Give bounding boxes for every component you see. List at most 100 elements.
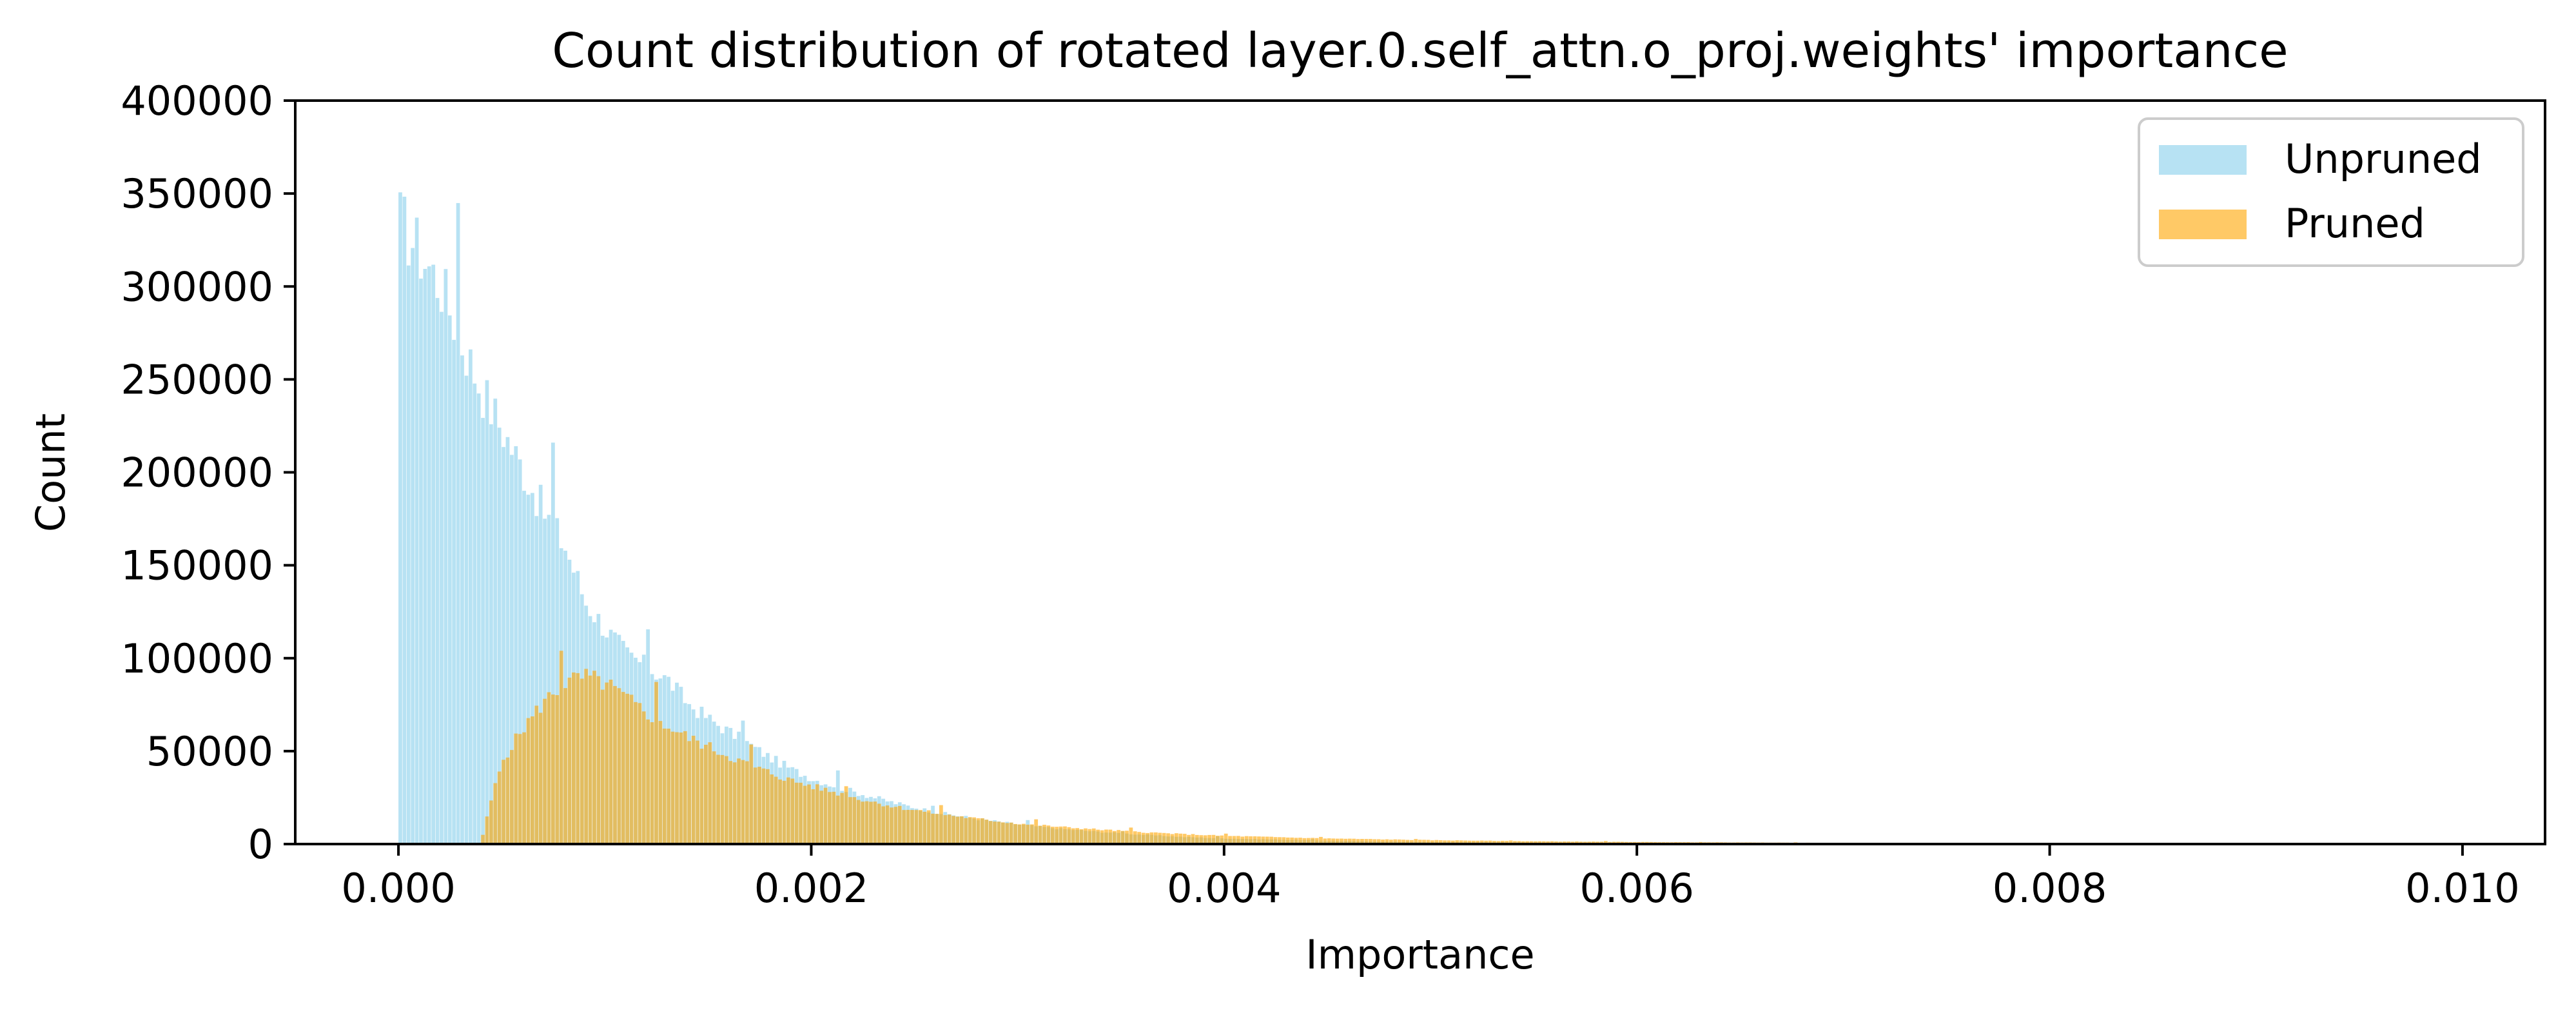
unpruned-bar [481, 418, 485, 844]
pruned-bar [861, 802, 865, 844]
pruned-bar [1001, 822, 1005, 844]
unpruned-bar [547, 515, 551, 844]
pruned-bar [1505, 841, 1509, 844]
pruned-bar [1022, 823, 1026, 844]
pruned-bar [1463, 840, 1467, 844]
pruned-bar [1050, 827, 1055, 844]
unpruned-bar [460, 355, 464, 844]
pruned-bar [737, 758, 741, 844]
pruned-bar [720, 754, 725, 844]
pruned-bar [1529, 841, 1534, 844]
pruned-bar [1224, 833, 1228, 844]
unpruned-bar [427, 266, 431, 845]
pruned-bar [1517, 841, 1521, 844]
pruned-bar [741, 760, 745, 844]
pruned-bar [559, 651, 563, 844]
pruned-bar [625, 693, 630, 844]
unpruned-bar [469, 349, 473, 844]
pruned-bar [1364, 839, 1369, 844]
pruned-bar [1335, 838, 1340, 844]
pruned-bar [1120, 831, 1125, 844]
pruned-bar [770, 774, 774, 844]
pruned-bar [1175, 833, 1178, 844]
unpruned-bar [555, 518, 560, 844]
pruned-bar [869, 802, 873, 844]
pruned-bar [1278, 837, 1282, 844]
plot-area [294, 99, 2546, 845]
pruned-bar [670, 731, 675, 844]
unpruned-bar [415, 217, 419, 844]
pruned-bar [691, 736, 696, 844]
pruned-bar [1017, 824, 1022, 844]
pruned-bar [1203, 835, 1207, 844]
pruned-bar [1500, 840, 1505, 844]
pruned-bar [699, 749, 704, 844]
unpruned-bar [456, 202, 460, 844]
pruned-bar [1055, 827, 1059, 844]
pruned-bar [1369, 839, 1372, 844]
pruned-bar [782, 780, 786, 844]
pruned-bar [1117, 830, 1121, 844]
pruned-bar [1410, 840, 1414, 844]
pruned-bar [1397, 839, 1401, 844]
pruned-bar [1191, 834, 1195, 844]
pruned-bar [761, 768, 766, 844]
unpruned-bar [476, 393, 481, 844]
pruned-bar [696, 740, 699, 844]
legend-swatch-unpruned [2159, 145, 2247, 175]
pruned-bar [555, 695, 560, 844]
unpruned-bar [543, 518, 547, 844]
pruned-bar [675, 732, 679, 844]
pruned-bar [518, 734, 522, 844]
pruned-bar [1079, 829, 1084, 844]
pruned-bar [745, 761, 749, 844]
pruned-bar [712, 751, 716, 844]
pruned-bar [873, 802, 877, 844]
pruned-bar [914, 810, 919, 844]
pruned-bar [799, 782, 803, 844]
pruned-bar [1029, 824, 1034, 844]
pruned-bar [1472, 840, 1476, 844]
pruned-bar [621, 692, 625, 844]
pruned-bar [931, 813, 935, 844]
pruned-bar [919, 810, 922, 844]
y-tick-label: 300000 [121, 263, 273, 310]
pruned-bar [567, 677, 572, 844]
pruned-bar [1129, 827, 1133, 844]
pruned-bar [993, 821, 997, 844]
pruned-bar [1199, 835, 1204, 844]
unpruned-bar [485, 380, 489, 844]
pruned-bar [972, 817, 976, 844]
pruned-bar [1269, 836, 1274, 844]
unpruned-bar [534, 516, 539, 844]
pruned-bar [1108, 829, 1113, 844]
pruned-bar [828, 792, 832, 844]
pruned-bar [1265, 836, 1269, 844]
y-tick-label: 350000 [121, 170, 273, 217]
pruned-bar [1459, 840, 1463, 844]
pruned-bar [600, 689, 605, 844]
unpruned-bar [452, 340, 456, 844]
pruned-bar [976, 818, 981, 844]
pruned-bar [1352, 838, 1356, 844]
pruned-bar [1067, 827, 1071, 844]
pruned-bar [1430, 840, 1434, 844]
pruned-bar [617, 688, 621, 844]
unpruned-bar [526, 495, 531, 844]
pruned-bar [778, 779, 782, 844]
pruned-bar [588, 675, 592, 844]
pruned-bar [757, 767, 761, 844]
unpruned-bar [531, 493, 534, 844]
pruned-bar [1347, 838, 1352, 844]
y-tick-label: 400000 [121, 77, 273, 124]
pruned-bar [1013, 823, 1017, 844]
pruned-bar [679, 733, 683, 844]
pruned-bar [489, 800, 493, 844]
pruned-bar [1059, 826, 1063, 844]
pruned-bar [716, 754, 720, 844]
pruned-bar [534, 705, 539, 844]
pruned-bar [1451, 840, 1455, 844]
pruned-bar [1216, 836, 1220, 844]
pruned-bar [596, 676, 601, 844]
